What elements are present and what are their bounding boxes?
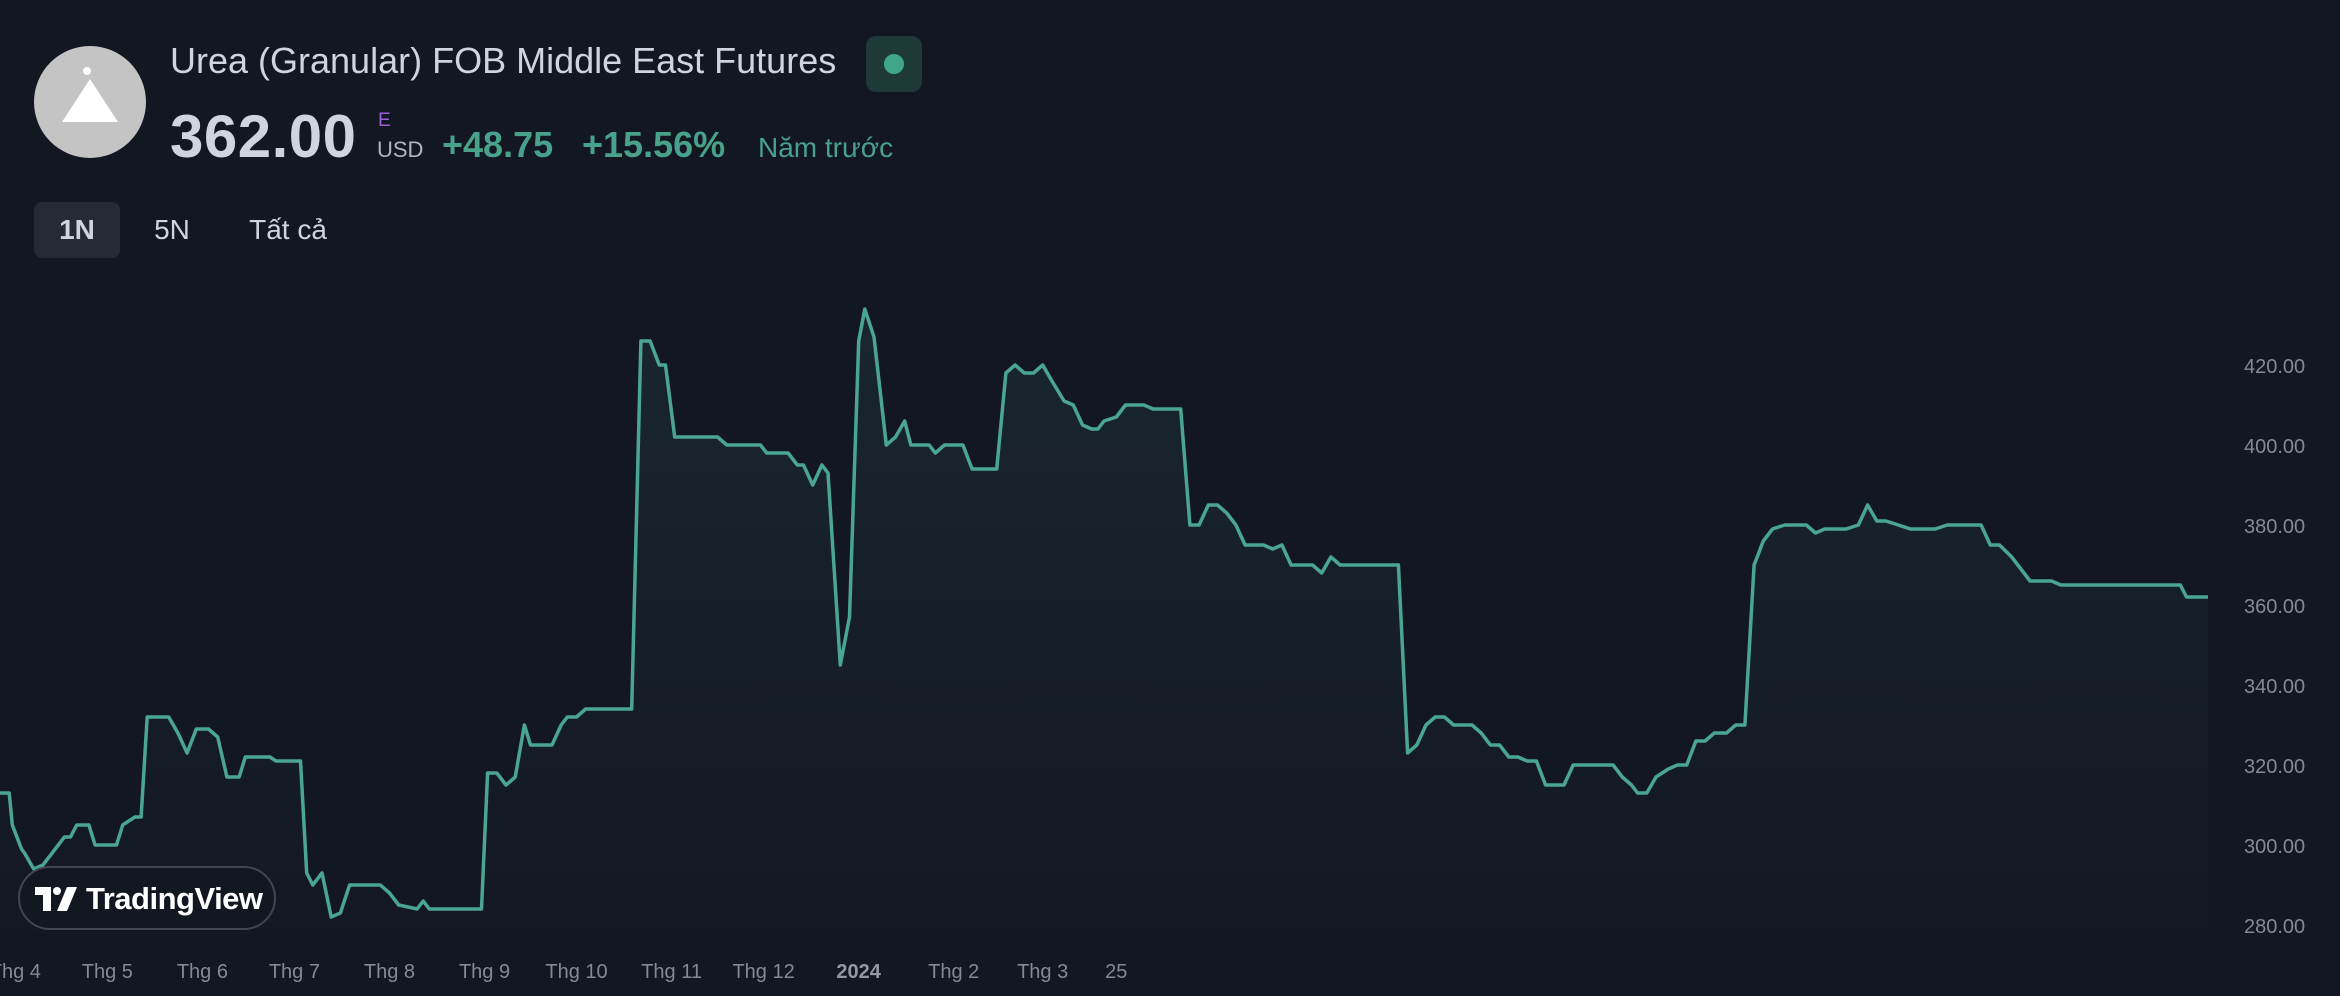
tradingview-label: TradingView bbox=[86, 881, 263, 916]
x-tick-label: Thg 3 bbox=[1017, 961, 1068, 983]
price-flag: E bbox=[378, 110, 391, 131]
x-tick-label: Thg 9 bbox=[459, 961, 510, 983]
x-tick-label: Thg 11 bbox=[641, 961, 702, 983]
y-tick-label: 300.00 bbox=[2244, 836, 2305, 858]
y-tick-label: 380.00 bbox=[2244, 516, 2305, 538]
currency-label: USD bbox=[377, 137, 424, 162]
x-tick-label: Thg 10 bbox=[545, 961, 607, 983]
range-tab-5n[interactable]: 5N bbox=[154, 214, 190, 245]
x-tick-label: Thg 12 bbox=[732, 961, 794, 983]
y-tick-label: 360.00 bbox=[2244, 596, 2305, 618]
x-tick-label: Thg 2 bbox=[928, 961, 979, 983]
series-line bbox=[0, 307, 2208, 919]
price-change: +48.75 bbox=[442, 124, 554, 165]
price-change-percent: +15.56% bbox=[582, 124, 726, 165]
tradingview-logo-icon bbox=[35, 887, 77, 911]
x-tick-label: 25 bbox=[1105, 961, 1127, 983]
x-tick-label: 2024 bbox=[836, 961, 881, 983]
y-tick-label: 400.00 bbox=[2244, 436, 2305, 458]
y-tick-label: 320.00 bbox=[2244, 756, 2305, 778]
x-tick-label: Thg 5 bbox=[82, 961, 133, 983]
mountain-icon bbox=[62, 67, 118, 122]
series-area bbox=[0, 309, 2208, 945]
y-tick-label: 280.00 bbox=[2244, 916, 2305, 938]
change-period-label: Năm trước bbox=[758, 132, 894, 163]
x-tick-label: Thg 6 bbox=[177, 961, 228, 983]
x-tick-label: Thg 7 bbox=[269, 961, 320, 983]
y-tick-label: 340.00 bbox=[2244, 676, 2305, 698]
x-tick-label: Thg 4 bbox=[0, 961, 41, 983]
range-tab-all[interactable]: Tất cả bbox=[249, 214, 327, 245]
last-price: 362.00 bbox=[170, 103, 357, 170]
symbol-logo bbox=[34, 46, 146, 158]
x-axis: Thg 4 Thg 5 Thg 6 Thg 7 Thg 8 Thg 9 Thg 10 Thg … bbox=[0, 961, 1127, 983]
y-tick-label: 420.00 bbox=[2244, 356, 2305, 378]
tradingview-badge[interactable]: TradingView bbox=[18, 866, 276, 930]
x-tick-label: Thg 8 bbox=[364, 961, 415, 983]
symbol-title: Urea (Granular) FOB Middle East Futures bbox=[170, 40, 837, 81]
market-status-badge[interactable] bbox=[866, 36, 922, 92]
status-dot-icon bbox=[884, 54, 904, 74]
range-tab-1n[interactable]: 1N bbox=[34, 202, 120, 258]
y-axis: 280.00 300.00 320.00 340.00 360.00 380.00 400.… bbox=[2244, 356, 2305, 938]
